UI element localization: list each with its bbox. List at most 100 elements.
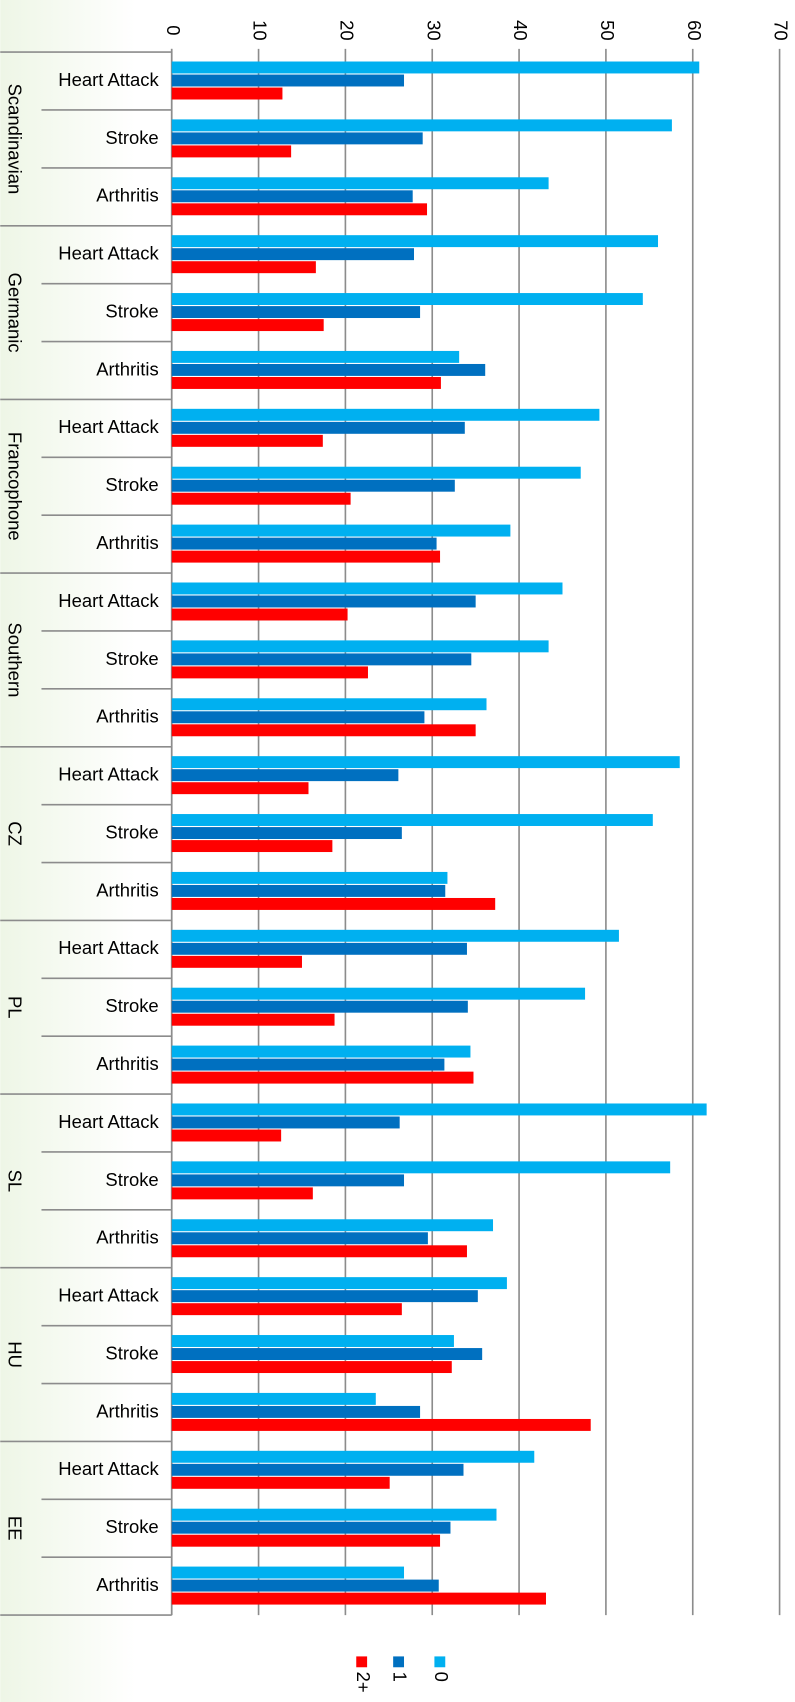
bar <box>171 814 653 826</box>
category-label: Arthritis <box>96 1053 158 1074</box>
legend-label: 0 <box>431 1672 452 1682</box>
bar <box>171 524 511 537</box>
legend-label: 1 <box>390 1672 411 1682</box>
bar <box>171 1245 467 1258</box>
legend-swatch <box>434 1656 446 1668</box>
legend-swatch <box>356 1656 368 1668</box>
bar <box>171 1592 546 1605</box>
x-tick-label: 10 <box>250 20 271 41</box>
category-label: Stroke <box>105 1169 158 1190</box>
category-label: Stroke <box>105 474 158 495</box>
bar <box>171 363 486 376</box>
bar <box>171 261 316 274</box>
bar <box>171 306 421 319</box>
bar <box>171 177 549 190</box>
bar <box>171 711 425 724</box>
bar <box>171 756 680 769</box>
bar <box>171 942 467 955</box>
bar <box>171 1392 376 1405</box>
bar <box>171 1187 313 1200</box>
x-tick-label: 20 <box>337 20 358 41</box>
x-tick-label: 60 <box>684 20 705 41</box>
bar <box>171 145 292 158</box>
bar <box>171 1277 507 1290</box>
bar <box>171 666 368 679</box>
group-label: PL <box>4 996 25 1019</box>
bar <box>171 1521 451 1534</box>
bar <box>171 479 455 492</box>
category-label: Stroke <box>105 995 158 1016</box>
category-label: Arthritis <box>96 1400 158 1421</box>
group-label: Southern <box>4 622 25 697</box>
x-tick-label: 30 <box>423 20 444 41</box>
bar <box>171 871 448 884</box>
category-label: Arthritis <box>96 706 158 727</box>
group-label: SL <box>4 1170 25 1193</box>
bar <box>171 782 309 795</box>
category-label: Stroke <box>105 648 158 669</box>
category-label: Heart Attack <box>58 69 159 90</box>
category-label: Stroke <box>105 1342 158 1363</box>
bar <box>171 1232 428 1245</box>
bar <box>171 235 659 248</box>
bar <box>171 1476 390 1489</box>
bar <box>171 582 563 595</box>
x-tick-label: 40 <box>510 20 531 41</box>
bar <box>171 1219 494 1232</box>
category-label: Heart Attack <box>58 590 159 611</box>
bar <box>171 1058 445 1071</box>
bar <box>171 550 441 563</box>
bar <box>171 74 405 87</box>
bar <box>171 203 428 216</box>
bar <box>171 1129 282 1142</box>
bar <box>171 1566 405 1579</box>
bar <box>171 1508 497 1521</box>
bar <box>171 1071 474 1084</box>
category-label: Heart Attack <box>58 1111 159 1132</box>
bar <box>171 119 672 132</box>
bar <box>171 1418 591 1431</box>
bar <box>171 1045 471 1058</box>
group-label: Francophone <box>4 432 25 541</box>
bar <box>171 492 351 505</box>
category-label: Arthritis <box>96 185 158 206</box>
x-tick-label: 50 <box>597 20 618 41</box>
bar <box>171 1463 464 1476</box>
bar <box>171 929 619 942</box>
bar <box>171 827 402 840</box>
bar <box>171 376 441 389</box>
bar <box>171 840 333 853</box>
category-label: Stroke <box>105 821 158 842</box>
bar <box>171 1361 452 1374</box>
bar <box>171 1348 483 1360</box>
bar <box>171 1579 439 1592</box>
bar <box>171 1335 454 1347</box>
legend-swatch <box>393 1656 405 1668</box>
bar <box>171 1534 441 1547</box>
category-label: Heart Attack <box>58 937 159 958</box>
bar <box>171 897 496 910</box>
category-label: Arthritis <box>96 358 158 379</box>
bar <box>171 1161 671 1174</box>
x-tick-label: 0 <box>163 25 184 35</box>
legend-label: 2+ <box>353 1672 374 1693</box>
category-label: Heart Attack <box>58 416 159 437</box>
bar <box>171 132 423 145</box>
x-tick-label: 70 <box>771 20 792 41</box>
category-label: Heart Attack <box>58 1285 159 1306</box>
category-label: Heart Attack <box>58 764 159 785</box>
category-label: Stroke <box>105 300 158 321</box>
bar <box>171 434 323 447</box>
bar <box>171 987 586 1000</box>
bar <box>171 1013 335 1026</box>
group-label: HU <box>4 1341 25 1368</box>
bar <box>171 640 549 653</box>
bar <box>171 1116 400 1129</box>
bar <box>171 1290 478 1303</box>
bar <box>171 87 283 100</box>
bar <box>171 293 643 305</box>
group-label: CZ <box>4 821 25 846</box>
category-label: Stroke <box>105 127 158 148</box>
group-label: Scandinavian <box>4 84 25 195</box>
